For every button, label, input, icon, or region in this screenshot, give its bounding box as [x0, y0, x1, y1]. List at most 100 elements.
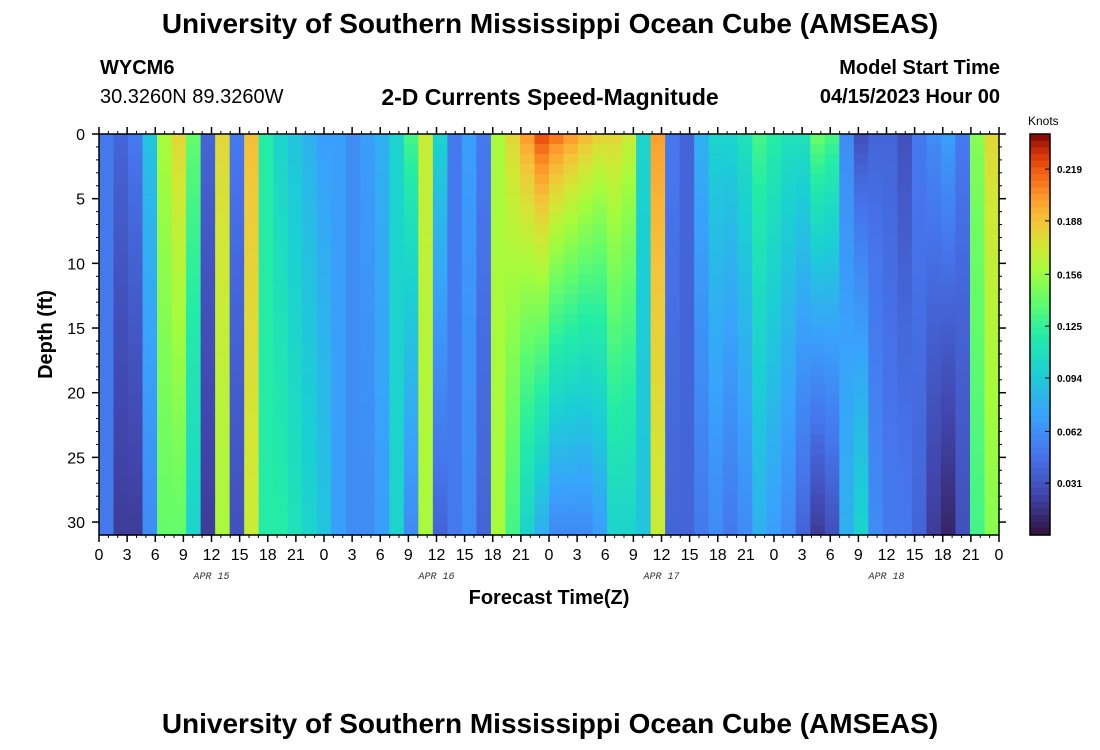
- heatmap-cell: [984, 264, 1000, 275]
- heatmap-cell: [984, 434, 1000, 446]
- heatmap-cell: [389, 314, 405, 326]
- heatmap-cell: [752, 264, 768, 275]
- heatmap-cell: [708, 284, 724, 296]
- heatmap-cell: [853, 464, 869, 476]
- heatmap-cell: [984, 384, 1000, 396]
- heatmap-cell: [563, 424, 579, 436]
- heatmap-cell: [432, 454, 448, 466]
- heatmap-cell: [650, 304, 666, 316]
- heatmap-cell: [113, 314, 129, 326]
- heatmap-cell: [345, 484, 361, 496]
- heatmap-cell: [142, 424, 158, 436]
- heatmap-cell: [128, 404, 144, 416]
- heatmap-cell: [868, 354, 884, 366]
- heatmap-cell: [316, 324, 332, 336]
- heatmap-cell: [723, 244, 739, 255]
- heatmap-cell: [723, 264, 739, 275]
- heatmap-cell: [418, 174, 434, 185]
- heatmap-cell: [578, 254, 594, 265]
- heatmap-cell: [810, 364, 826, 376]
- heatmap-cell: [563, 414, 579, 426]
- heatmap-cell: [969, 244, 986, 255]
- heatmap-cell: [142, 434, 158, 446]
- heatmap-cell: [302, 274, 318, 285]
- heatmap-cell: [766, 374, 782, 386]
- heatmap-cell: [592, 404, 608, 416]
- heatmap-cell: [955, 154, 971, 165]
- heatmap-cell: [331, 504, 347, 516]
- heatmap-cell: [316, 204, 332, 215]
- heatmap-cell: [461, 354, 478, 366]
- heatmap-cell: [926, 374, 942, 386]
- heatmap-cell: [984, 144, 1000, 155]
- heatmap-cell: [781, 514, 797, 526]
- heatmap-cell: [853, 504, 869, 516]
- heatmap-cell: [302, 454, 318, 466]
- heatmap-cell: [403, 374, 419, 386]
- heatmap-cell: [897, 284, 913, 296]
- heatmap-cell: [752, 464, 768, 476]
- heatmap-cell: [781, 444, 797, 456]
- heatmap-cell: [200, 354, 216, 366]
- heatmap-cell: [636, 434, 652, 446]
- colorbar-segment: [1030, 501, 1050, 509]
- heatmap-cell: [142, 194, 158, 205]
- heatmap-cell: [897, 364, 913, 376]
- heatmap-cell: [157, 394, 173, 406]
- heatmap-cell: [737, 354, 753, 366]
- heatmap-cell: [273, 494, 289, 506]
- heatmap-cell: [723, 234, 739, 245]
- heatmap-cell: [505, 424, 521, 436]
- heatmap-cell: [403, 364, 419, 376]
- heatmap-cell: [215, 424, 231, 436]
- heatmap-cell: [403, 434, 419, 446]
- heatmap-cell: [389, 224, 405, 235]
- heatmap-cell: [142, 524, 158, 536]
- heatmap-cell: [621, 324, 637, 336]
- heatmap-cell: [897, 304, 913, 316]
- colorbar-segment: [1030, 247, 1050, 255]
- heatmap-cell: [403, 134, 419, 145]
- heatmap-cell: [273, 394, 289, 406]
- heatmap-cell: [157, 264, 173, 275]
- heatmap-cell: [505, 284, 521, 296]
- heatmap-cell: [316, 414, 332, 426]
- heatmap-cell: [360, 194, 376, 205]
- heatmap-cell: [853, 344, 869, 356]
- heatmap-cell: [737, 484, 753, 496]
- heatmap-cell: [128, 244, 144, 255]
- heatmap-cell: [99, 254, 115, 265]
- colorbar-segment: [1030, 481, 1050, 489]
- heatmap-cell: [882, 164, 898, 175]
- heatmap-cell: [665, 494, 681, 506]
- heatmap-cell: [215, 414, 231, 426]
- heatmap-cell: [534, 254, 550, 265]
- heatmap-cell: [476, 434, 492, 446]
- heatmap-cell: [403, 284, 419, 296]
- heatmap-cell: [316, 494, 332, 506]
- heatmap-cell: [432, 444, 448, 456]
- heatmap-cell: [723, 424, 739, 436]
- heatmap-cell: [897, 374, 913, 386]
- heatmap-cell: [839, 284, 855, 296]
- heatmap-cell: [868, 384, 884, 396]
- heatmap-cell: [200, 264, 216, 275]
- heatmap-cell: [403, 184, 419, 195]
- heatmap-cell: [215, 144, 231, 155]
- heatmap-cell: [679, 164, 695, 175]
- heatmap-cell: [665, 414, 681, 426]
- colorbar-segment: [1030, 387, 1050, 396]
- heatmap-cell: [505, 474, 521, 486]
- heatmap-cell: [839, 314, 855, 326]
- heatmap-cell: [215, 134, 231, 145]
- heatmap-cell: [490, 354, 507, 366]
- heatmap-cell: [447, 464, 463, 476]
- heatmap-cell: [752, 414, 768, 426]
- heatmap-cell: [229, 214, 245, 225]
- heatmap-cell: [287, 404, 303, 416]
- heatmap-cell: [389, 254, 405, 265]
- heatmap-cell: [490, 234, 507, 245]
- heatmap-cell: [650, 184, 666, 195]
- heatmap-cell: [215, 464, 231, 476]
- heatmap-cell: [461, 164, 478, 175]
